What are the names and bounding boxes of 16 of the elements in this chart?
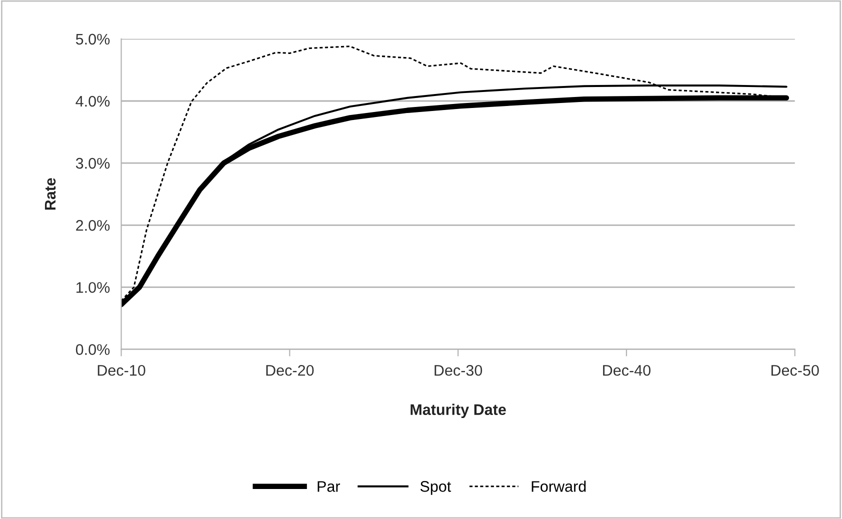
x-axis-title: Maturity Date	[410, 404, 506, 418]
legend-label: Par	[318, 481, 340, 492]
y-axis-title: Rate	[44, 178, 56, 210]
x-tick-label: Dec-20	[266, 364, 314, 376]
legend-label: Forward	[532, 480, 586, 492]
x-tick-label: Dec-40	[603, 364, 650, 376]
y-tick-label: 2.0%	[76, 220, 110, 231]
y-tick-label: 0.0%	[76, 344, 110, 355]
y-tick-label: 5.0%	[76, 34, 110, 45]
y-tick-label: 4.0%	[76, 96, 110, 107]
x-tick-label: Dec-10	[98, 364, 146, 376]
y-tick-label: 3.0%	[76, 158, 110, 169]
x-tick-label: Dec-30	[434, 364, 482, 376]
x-tick-label: Dec-50	[771, 364, 819, 376]
y-tick-label: 1.0%	[76, 282, 110, 293]
legend-label: Spot	[420, 481, 452, 495]
